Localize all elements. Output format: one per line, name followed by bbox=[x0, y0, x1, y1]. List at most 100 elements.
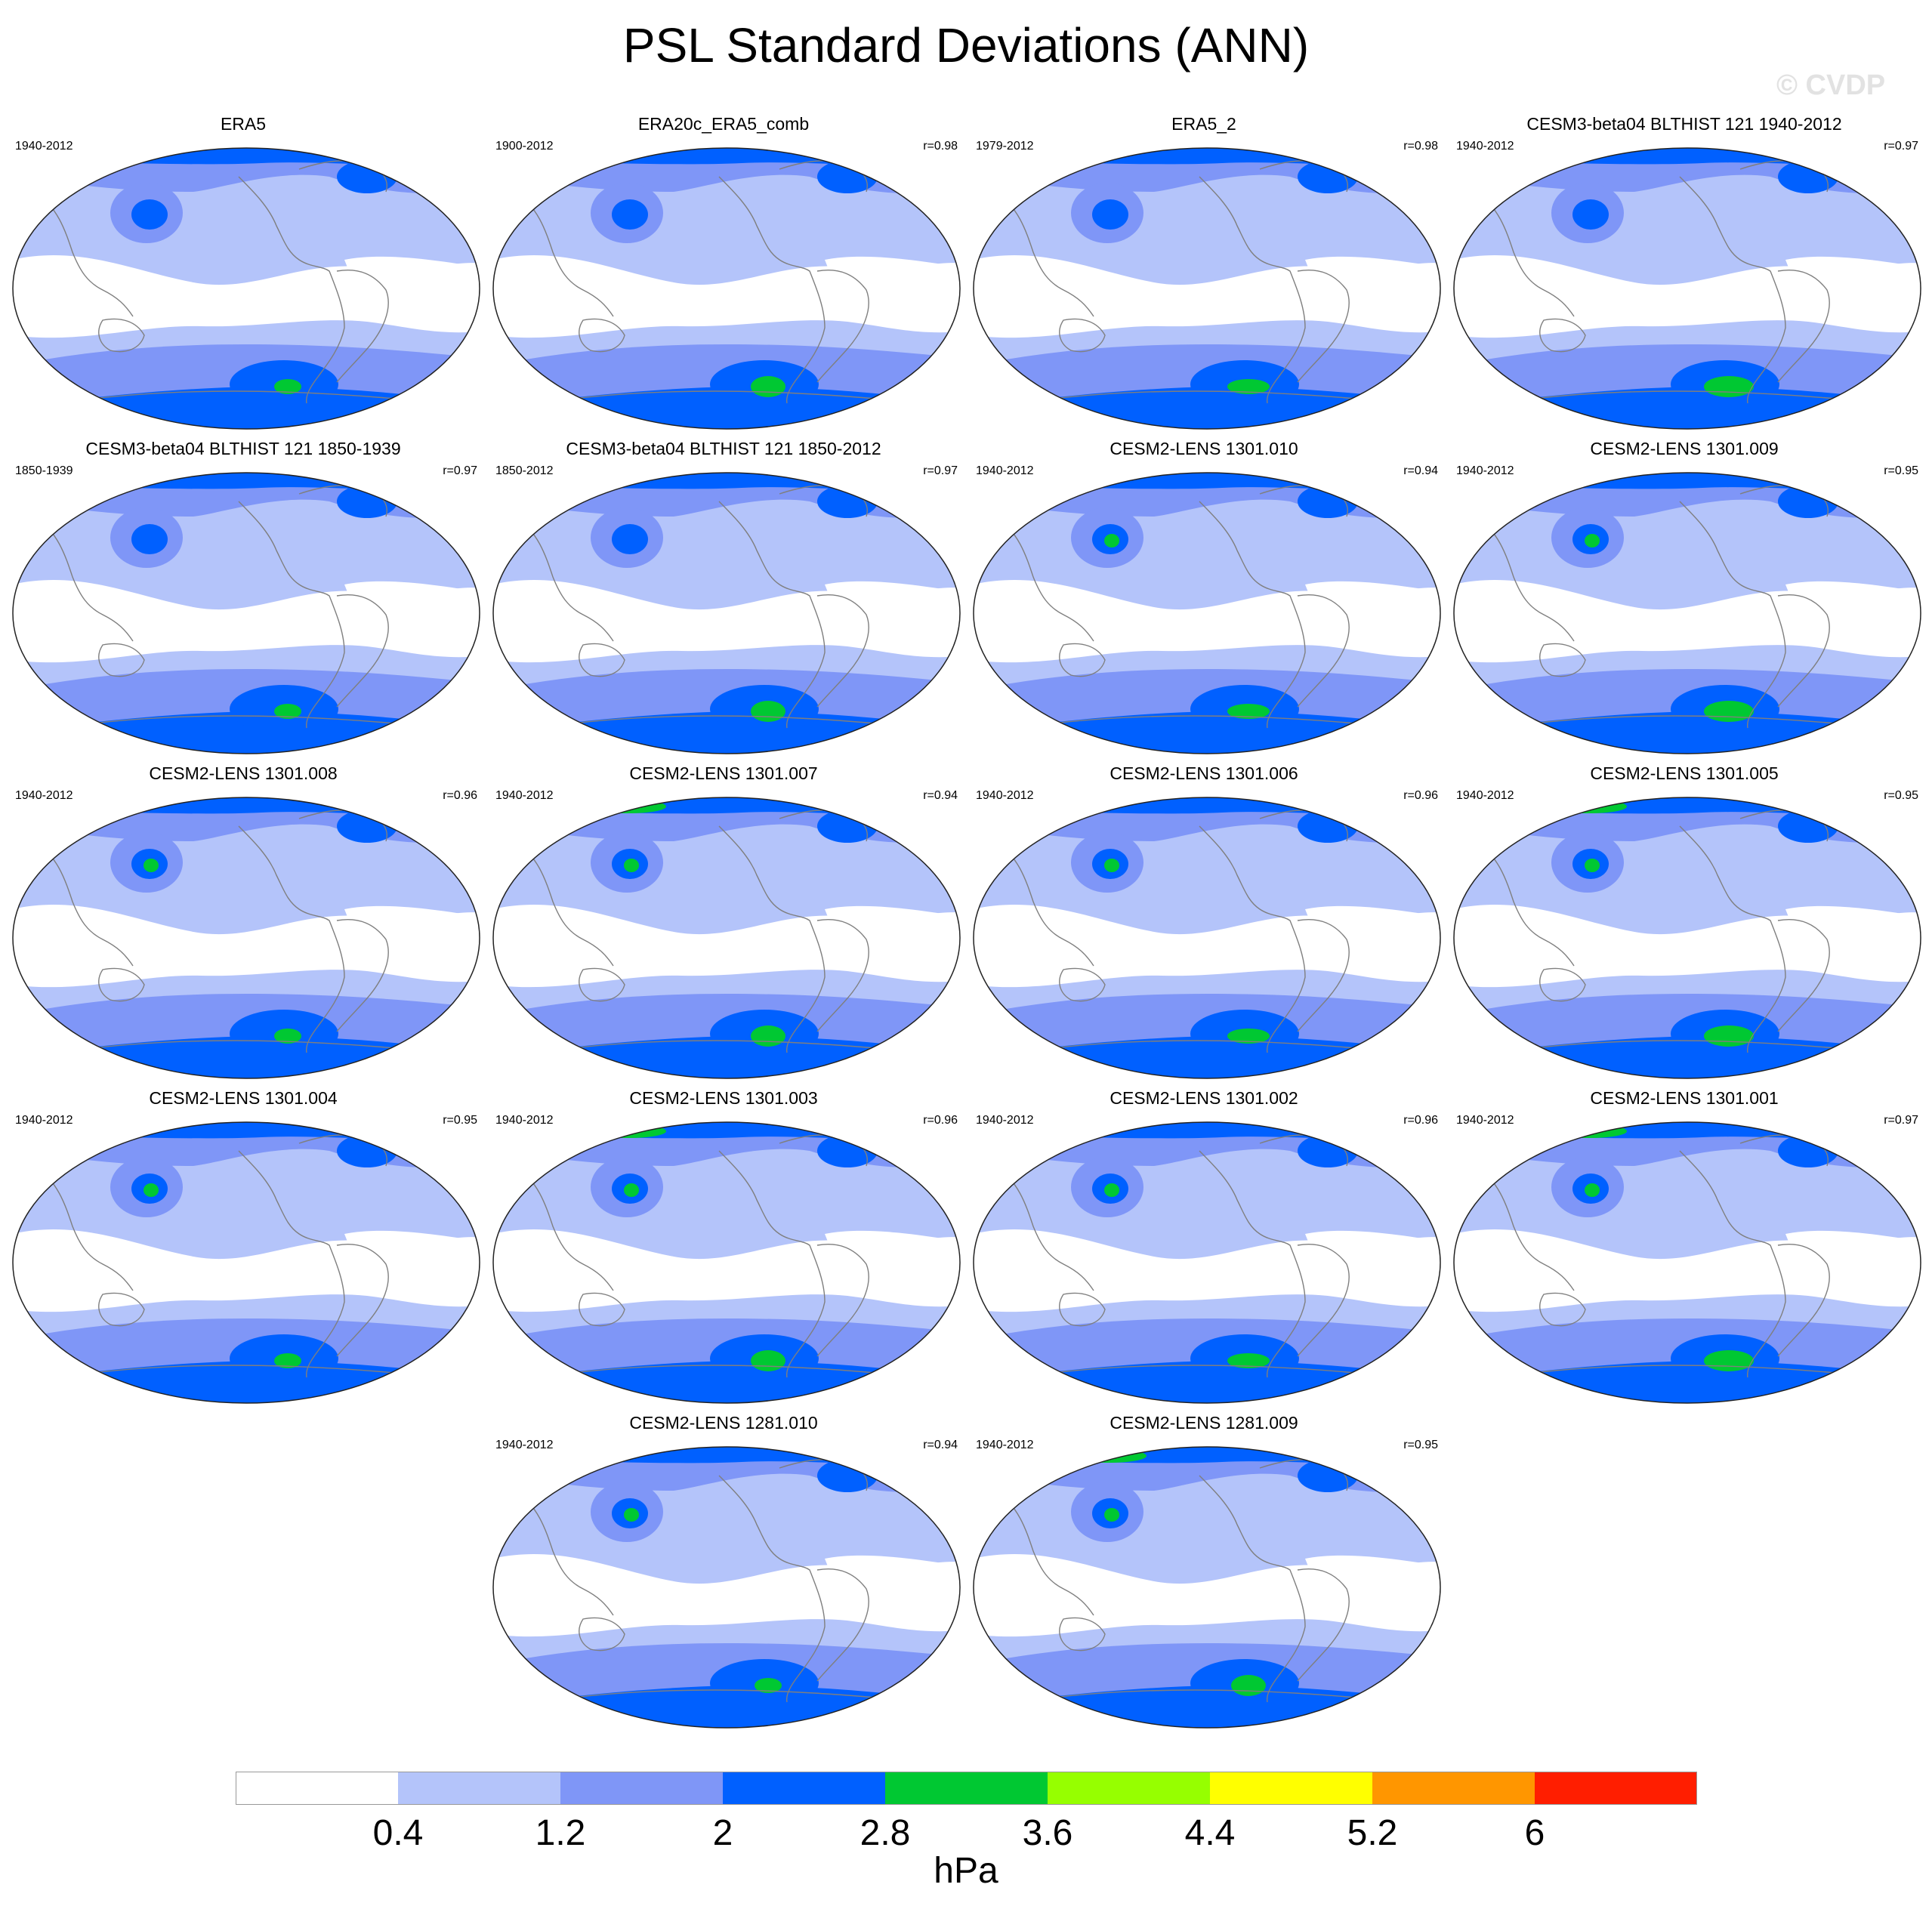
pacific-white-patch bbox=[1122, 1260, 1174, 1284]
global-psl-stddev-map bbox=[1453, 472, 1921, 754]
panel-years: 1979-2012 bbox=[976, 140, 1034, 153]
atlantic-low-variance bbox=[1305, 256, 1440, 319]
panel-pattern-correlation: r=0.96 bbox=[1403, 789, 1438, 802]
map-panel: CESM2-LENS 1301.009 1940-2012 r=0.95 bbox=[1444, 438, 1924, 755]
panel-years: 1940-2012 bbox=[495, 1114, 554, 1127]
arctic-band bbox=[493, 1122, 960, 1140]
panel-years: 1940-2012 bbox=[1456, 1114, 1514, 1127]
asia-coastline bbox=[995, 1490, 1094, 1616]
colorbar-tick-label: 1.2 bbox=[535, 1813, 586, 1853]
global-psl-stddev-map bbox=[973, 1121, 1441, 1404]
indian-ocean-low-variance bbox=[493, 921, 576, 976]
asia-coastline bbox=[1475, 516, 1575, 642]
south-pacific-peak bbox=[1227, 704, 1270, 719]
panel-title: ERA5_2 bbox=[1171, 114, 1236, 134]
indian-ocean-low-variance bbox=[1454, 921, 1536, 976]
global-psl-stddev-map bbox=[973, 472, 1441, 754]
panel-years: 1940-2012 bbox=[976, 789, 1034, 802]
colorbar-tick-label: 3.6 bbox=[1022, 1813, 1073, 1853]
americas-coastline bbox=[238, 1150, 345, 1378]
south-pacific-peak bbox=[1231, 1675, 1266, 1696]
colorbar-tick-label: 4.4 bbox=[1184, 1813, 1236, 1853]
colorbar-tick-label: 2 bbox=[712, 1813, 733, 1853]
aleutian-low-max bbox=[131, 524, 168, 554]
colorbar-tick-label: 6 bbox=[1524, 1813, 1545, 1853]
arctic-band bbox=[974, 797, 1440, 815]
arctic-band bbox=[13, 797, 480, 815]
pacific-white-patch bbox=[1606, 610, 1651, 634]
arctic-band bbox=[974, 148, 1440, 165]
panel-years: 1850-2012 bbox=[495, 464, 554, 477]
arctic-band bbox=[974, 473, 1440, 490]
asia-coastline bbox=[514, 1490, 614, 1616]
global-psl-stddev-map bbox=[492, 147, 961, 430]
south-america-coastline bbox=[1297, 1244, 1350, 1357]
figure-title: PSL Standard Deviations (ANN) bbox=[622, 18, 1310, 72]
south-america-coastline bbox=[816, 919, 869, 1032]
australia-coastline bbox=[1059, 1617, 1106, 1652]
indian-ocean-low-variance bbox=[13, 921, 95, 976]
south-pacific-peak bbox=[1227, 379, 1270, 394]
atlantic-low-variance bbox=[344, 905, 480, 969]
colorbar-units: hPa bbox=[934, 1851, 998, 1891]
map-border bbox=[973, 1446, 1441, 1729]
australia-coastline bbox=[1539, 1292, 1586, 1327]
map-panel: CESM2-LENS 1281.010 1940-2012 r=0.94 bbox=[483, 1412, 964, 1729]
map-border bbox=[492, 147, 961, 430]
atlantic-low-variance bbox=[1305, 1555, 1440, 1618]
south-pacific-peak bbox=[751, 1025, 785, 1047]
colorbar-swatch bbox=[885, 1772, 1048, 1805]
map-border bbox=[492, 1446, 961, 1729]
pacific-white-patch bbox=[645, 1260, 690, 1284]
atlantic-low-variance bbox=[1785, 256, 1921, 319]
atlantic-low-variance bbox=[825, 1555, 960, 1618]
panel-title: CESM2-LENS 1301.008 bbox=[149, 763, 338, 783]
map-border bbox=[973, 1121, 1441, 1404]
aleutian-low-max bbox=[1572, 199, 1609, 230]
australia-coastline bbox=[1059, 967, 1106, 1002]
pacific-white-patch bbox=[1122, 285, 1174, 310]
cvdp-watermark: © CVDP bbox=[1776, 69, 1886, 101]
pacific-white-patch bbox=[1128, 610, 1168, 634]
aleutian-low-max bbox=[131, 199, 168, 230]
south-pacific-peak bbox=[274, 1029, 301, 1044]
americas-coastline bbox=[238, 176, 345, 404]
map-border bbox=[12, 797, 480, 1079]
south-america-coastline bbox=[336, 594, 389, 708]
arctic-band bbox=[13, 148, 480, 165]
indian-ocean-low-variance bbox=[974, 1246, 1056, 1300]
map-panel: ERA5 1940-2012 bbox=[3, 113, 483, 430]
aleutian-low-peak bbox=[1104, 1508, 1119, 1522]
south-pacific-peak bbox=[1704, 701, 1754, 722]
americas-coastline bbox=[1679, 825, 1786, 1053]
aleutian-low-peak bbox=[1585, 1183, 1600, 1197]
panel-pattern-correlation: r=0.98 bbox=[923, 140, 958, 153]
global-psl-stddev-map bbox=[492, 472, 961, 754]
panel-years: 1940-2012 bbox=[1456, 789, 1514, 802]
colorbar-swatch bbox=[398, 1772, 560, 1805]
panel-pattern-correlation: r=0.98 bbox=[1403, 140, 1438, 153]
atlantic-low-variance bbox=[1785, 905, 1921, 969]
indian-ocean-low-variance bbox=[1454, 272, 1536, 326]
south-america-coastline bbox=[1777, 1244, 1830, 1357]
aleutian-low-peak bbox=[1104, 1183, 1119, 1197]
asia-coastline bbox=[1475, 1165, 1575, 1291]
australia-coastline bbox=[579, 643, 625, 677]
asia-coastline bbox=[514, 840, 614, 967]
panel-years: 1940-2012 bbox=[976, 1114, 1034, 1127]
map-panel: CESM2-LENS 1301.003 1940-2012 r=0.96 bbox=[483, 1087, 964, 1405]
panel-pattern-correlation: r=0.97 bbox=[923, 464, 958, 477]
south-america-coastline bbox=[816, 270, 869, 383]
panel-years: 1940-2012 bbox=[15, 789, 73, 802]
panel-pattern-correlation: r=0.97 bbox=[1884, 1114, 1918, 1127]
global-psl-stddev-map bbox=[492, 1121, 961, 1404]
panel-pattern-correlation: r=0.95 bbox=[443, 1114, 477, 1127]
map-border bbox=[1453, 1121, 1921, 1404]
asia-coastline bbox=[995, 840, 1094, 967]
australia-coastline bbox=[98, 318, 145, 353]
map-border bbox=[973, 147, 1441, 430]
map-border bbox=[973, 472, 1441, 754]
atlantic-low-variance bbox=[825, 581, 960, 644]
pacific-white-patch bbox=[648, 935, 687, 959]
south-america-coastline bbox=[816, 1568, 869, 1682]
